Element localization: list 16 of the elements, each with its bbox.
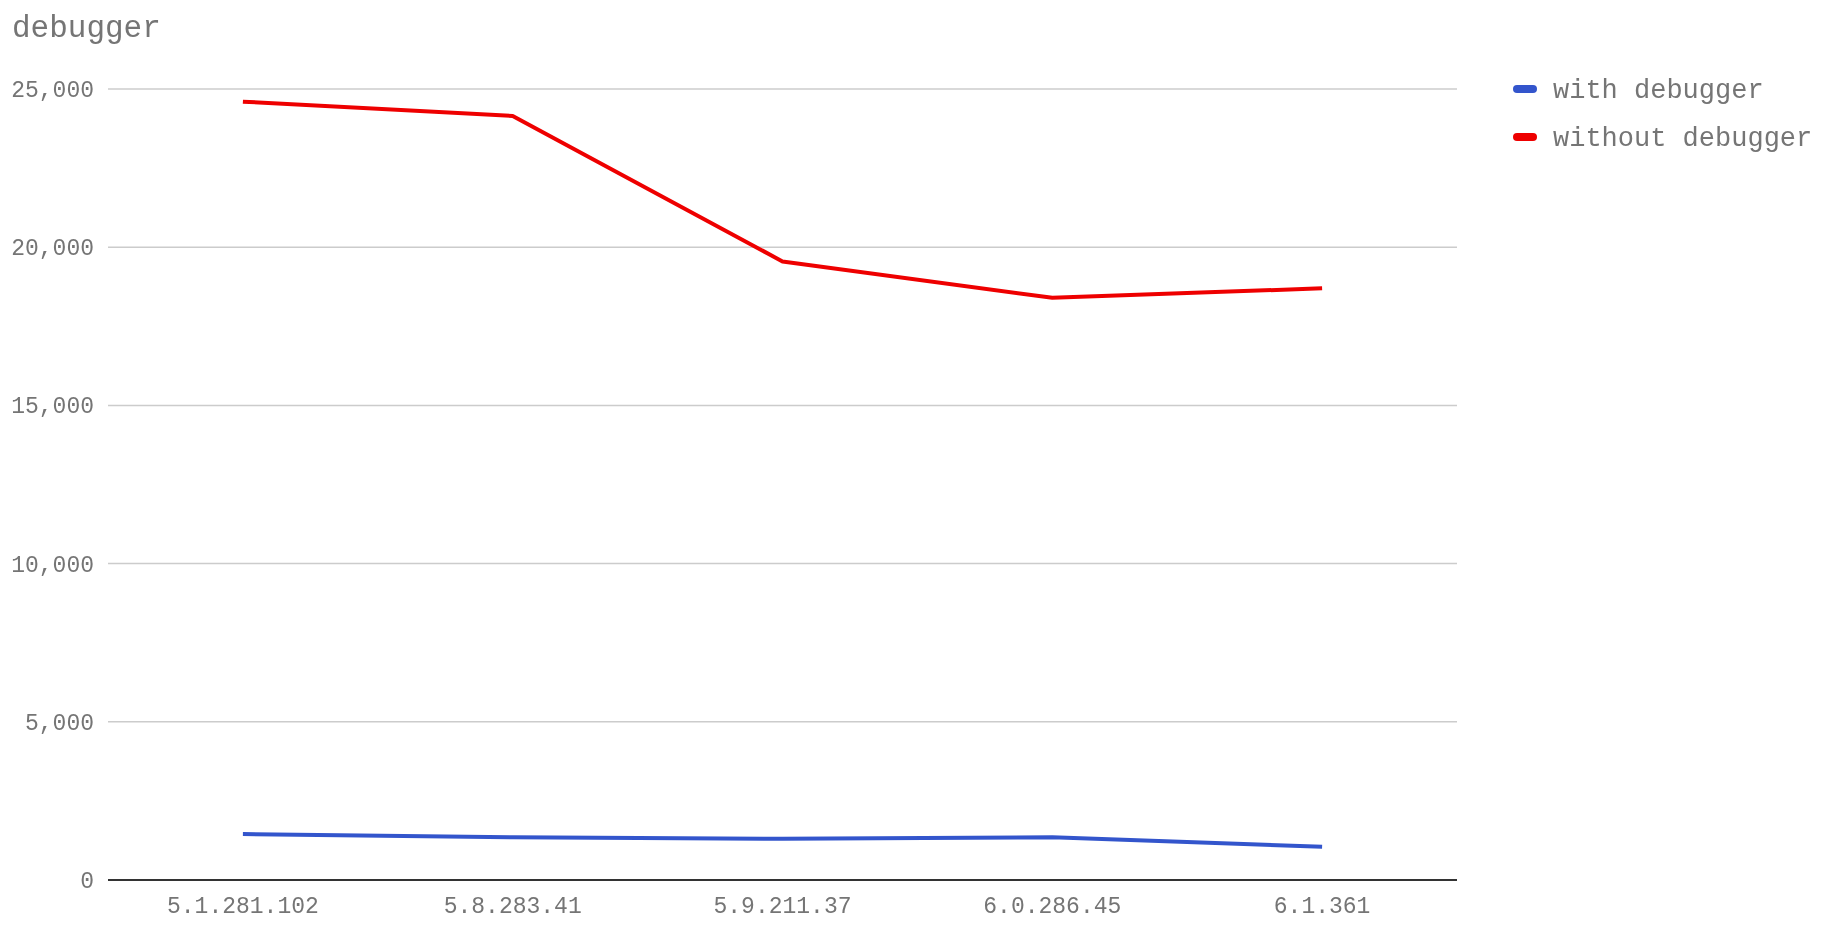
y-tick-label: 25,000 — [11, 78, 94, 105]
x-tick-label: 6.1.361 — [1273, 894, 1371, 921]
y-tick-label: 0 — [80, 869, 94, 896]
x-tick-label: 5.8.283.41 — [443, 894, 582, 921]
y-tick-label: 15,000 — [11, 394, 94, 421]
x-tick-label: 6.0.286.45 — [983, 894, 1122, 921]
y-tick-label: 5,000 — [24, 710, 94, 737]
legend-label: with debugger — [1553, 76, 1764, 107]
y-tick-label: 20,000 — [11, 236, 94, 263]
chart-title: debugger — [12, 10, 161, 46]
line-series — [240, 99, 1325, 300]
x-tick-label: 5.1.281.102 — [166, 894, 319, 921]
legend-label: without debugger — [1553, 124, 1813, 155]
x-tick-label: 5.9.211.37 — [713, 894, 852, 921]
y-tick-label: 10,000 — [11, 552, 94, 579]
line-series — [240, 832, 1325, 849]
